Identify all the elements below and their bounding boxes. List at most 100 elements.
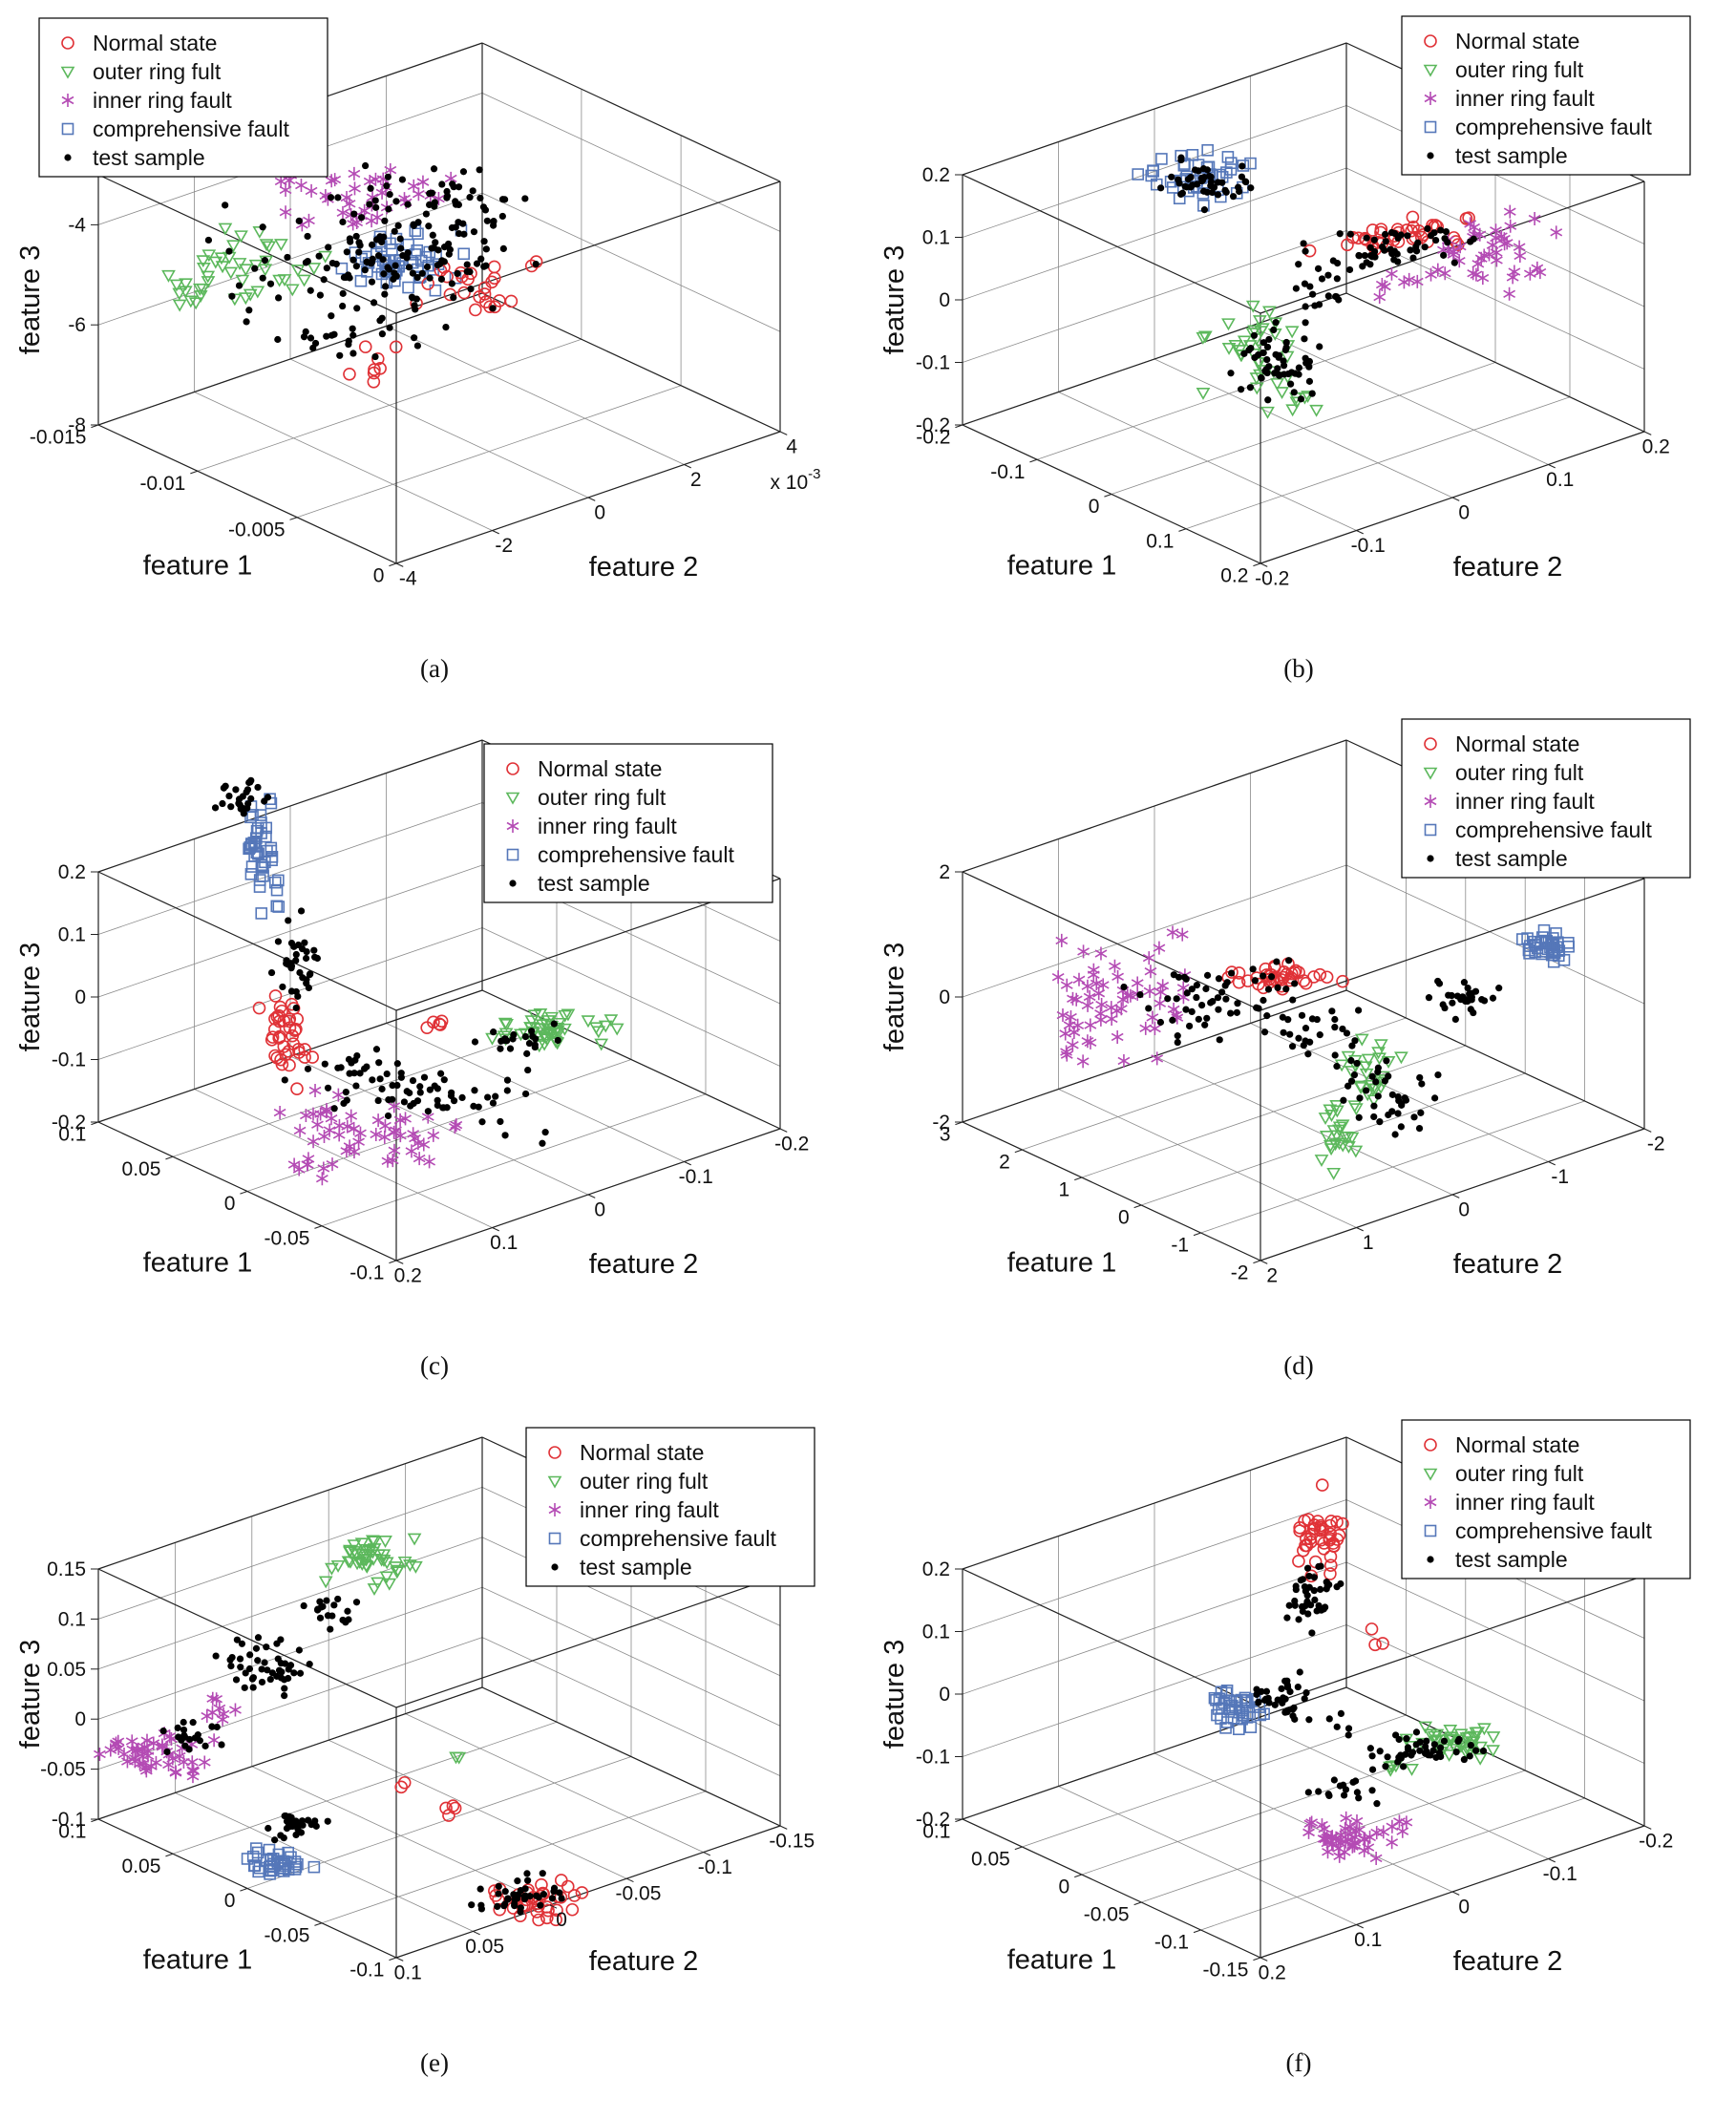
svg-text:-0.1: -0.1 bbox=[990, 461, 1025, 483]
legend-item-dot-icon: test sample bbox=[1427, 143, 1568, 168]
tick-labels: 0 -0.005 -0.01 -0.015 -4 -2 0 2 4 -8 -6 -4 bbox=[30, 214, 798, 589]
svg-text:feature 1: feature 1 bbox=[143, 1945, 252, 1976]
svg-text:0.2: 0.2 bbox=[1220, 565, 1248, 587]
legend: Normal state outer ring fult inner ring fa… bbox=[1401, 718, 1691, 879]
legend-item-square-icon: comprehensive fault bbox=[1424, 817, 1652, 842]
svg-text:0.15: 0.15 bbox=[47, 1558, 86, 1580]
panel-e-caption: (e) bbox=[420, 2048, 449, 2077]
svg-text:feature 2: feature 2 bbox=[1453, 1249, 1562, 1280]
svg-text:4: 4 bbox=[786, 435, 797, 457]
svg-text:comprehensive fault: comprehensive fault bbox=[1455, 1518, 1652, 1543]
panel-c: -0.1 -0.05 0 0.05 0.1 0.2 0.1 0 -0.1 -0.2 -0.2 -0.1… bbox=[14, 702, 855, 1381]
tick-labels: -2 -1 0 1 2 3 2 1 0 -1 -2 -2 0 2 bbox=[932, 861, 1664, 1286]
svg-text:-2: -2 bbox=[1231, 1262, 1249, 1284]
svg-text:-0.1: -0.1 bbox=[698, 1856, 732, 1878]
svg-text:-0.2: -0.2 bbox=[916, 1809, 950, 1831]
svg-text:-0.15: -0.15 bbox=[1203, 1960, 1249, 1982]
svg-text:3: 3 bbox=[940, 1124, 951, 1146]
legend-item-triangle-down-icon: outer ring fult bbox=[1423, 1461, 1584, 1486]
svg-text:0: 0 bbox=[939, 1684, 950, 1706]
tick-labels: -0.1 -0.05 0 0.05 0.1 0.2 0.1 0 -0.1 -0.2 -0.2 -0.1… bbox=[52, 861, 810, 1286]
z-axis-title: feature 3 bbox=[879, 245, 910, 354]
legend-item-asterisk-icon: inner ring fault bbox=[1424, 86, 1595, 111]
svg-text:1: 1 bbox=[1059, 1179, 1070, 1201]
panel-a: 0 -0.005 -0.01 -0.015 -4 -2 0 2 4 -8 -6 -4 feature 1… bbox=[14, 5, 855, 684]
svg-text:0.2: 0.2 bbox=[1642, 435, 1670, 457]
svg-text:0.1: 0.1 bbox=[1354, 1929, 1382, 1951]
panel-b: 0.2 0.1 0 -0.1 -0.2 -0.2 -0.1 0 0.1 0.2 -0.2 -0.1 0 0… bbox=[879, 5, 1719, 684]
legend-item-dot-icon: test sample bbox=[509, 871, 650, 896]
svg-text:comprehensive fault: comprehensive fault bbox=[93, 117, 289, 141]
svg-text:-0.2: -0.2 bbox=[1639, 1830, 1673, 1852]
axis-titles: feature 1 feature 2 feature 3 bbox=[879, 245, 1562, 583]
svg-text:Normal state: Normal state bbox=[538, 756, 662, 781]
svg-text:feature 2: feature 2 bbox=[589, 1946, 698, 1977]
svg-text:-0.2: -0.2 bbox=[774, 1133, 809, 1155]
z-axis-title: feature 3 bbox=[15, 1640, 46, 1749]
svg-text:0.2: 0.2 bbox=[58, 861, 86, 883]
svg-text:comprehensive fault: comprehensive fault bbox=[538, 842, 734, 867]
legend: Normal state outer ring fult inner ring fa… bbox=[1401, 15, 1691, 176]
legend-item-triangle-down-icon: outer ring fult bbox=[1423, 57, 1584, 82]
svg-text:-0.05: -0.05 bbox=[1084, 1904, 1130, 1926]
svg-text:-0.01: -0.01 bbox=[139, 473, 185, 495]
legend: Normal state outer ring fult inner ring fa… bbox=[1401, 1419, 1691, 1579]
svg-text:1: 1 bbox=[1363, 1232, 1374, 1254]
svg-text:feature 2: feature 2 bbox=[1453, 552, 1562, 583]
scatter-points bbox=[1132, 144, 1563, 419]
svg-text:-4: -4 bbox=[399, 567, 417, 589]
svg-text:-2: -2 bbox=[495, 535, 513, 557]
svg-text:-0.05: -0.05 bbox=[265, 1227, 310, 1249]
scatter3d-plot-e: -0.1 -0.05 0 0.05 0.1 0.1 0.05 0 -0.05 -0.1 -0.15 -… bbox=[15, 1427, 815, 1983]
svg-text:test sample: test sample bbox=[93, 145, 205, 170]
legend-item-circle-icon: Normal state bbox=[548, 1440, 704, 1465]
svg-text:0.1: 0.1 bbox=[1146, 530, 1174, 552]
svg-text:outer ring fult: outer ring fult bbox=[1455, 1461, 1584, 1486]
svg-text:-0.05: -0.05 bbox=[616, 1883, 662, 1905]
svg-text:0: 0 bbox=[74, 1708, 86, 1730]
svg-text:-1: -1 bbox=[1551, 1166, 1569, 1188]
svg-text:test sample: test sample bbox=[580, 1555, 692, 1579]
svg-text:test sample: test sample bbox=[538, 871, 650, 896]
svg-text:-0.1: -0.1 bbox=[679, 1166, 713, 1188]
svg-text:-0.2: -0.2 bbox=[1255, 567, 1289, 589]
scatter-points bbox=[161, 151, 543, 389]
svg-text:-0.05: -0.05 bbox=[40, 1759, 86, 1781]
svg-text:inner ring fault: inner ring fault bbox=[580, 1497, 719, 1522]
legend-item-square-icon: comprehensive fault bbox=[506, 842, 734, 867]
svg-text:inner ring fault: inner ring fault bbox=[1455, 789, 1595, 814]
svg-text:-0.1: -0.1 bbox=[916, 352, 950, 374]
svg-text:feature 1: feature 1 bbox=[1007, 551, 1116, 582]
svg-text:-8: -8 bbox=[68, 414, 86, 436]
svg-text:0: 0 bbox=[373, 565, 385, 587]
z-axis-title: feature 3 bbox=[879, 1640, 910, 1749]
svg-text:0: 0 bbox=[224, 1193, 236, 1215]
legend-item-circle-icon: Normal state bbox=[61, 31, 217, 55]
svg-text:0: 0 bbox=[1059, 1876, 1070, 1898]
svg-text:test sample: test sample bbox=[1455, 846, 1568, 871]
scatter-points bbox=[211, 776, 625, 1186]
scatter3d-plot-f: -0.15 -0.1 -0.05 0 0.05 0.1 0.2 0.1 0 -0.1 -0.2 -0.… bbox=[879, 1419, 1691, 1983]
legend-item-square-icon: comprehensive fault bbox=[61, 117, 289, 141]
svg-text:-0.1: -0.1 bbox=[349, 1960, 384, 1982]
svg-text:inner ring fault: inner ring fault bbox=[93, 88, 232, 113]
axis-titles: feature 1 feature 2 feature 3 bbox=[15, 245, 698, 583]
svg-text:0: 0 bbox=[1089, 496, 1100, 518]
svg-text:-0.1: -0.1 bbox=[916, 1747, 950, 1769]
svg-text:-2: -2 bbox=[1647, 1133, 1665, 1155]
scatter3d-plot-c: -0.1 -0.05 0 0.05 0.1 0.2 0.1 0 -0.1 -0.2 -0.2 -0.1… bbox=[15, 739, 810, 1286]
svg-text:-6: -6 bbox=[68, 314, 86, 336]
y-axis-exponent: x 10-3 bbox=[770, 466, 820, 494]
legend-item-circle-icon: Normal state bbox=[1424, 29, 1579, 53]
axis-titles: feature 1 feature 2 feature 3 bbox=[879, 1640, 1562, 1977]
svg-text:0.1: 0.1 bbox=[1546, 469, 1574, 491]
legend-item-circle-icon: Normal state bbox=[1424, 731, 1579, 756]
svg-text:0: 0 bbox=[74, 986, 86, 1008]
axes-box bbox=[962, 1436, 1645, 1959]
svg-text:-0.1: -0.1 bbox=[1154, 1932, 1189, 1954]
svg-text:0: 0 bbox=[224, 1890, 236, 1912]
legend-item-triangle-down-icon: outer ring fult bbox=[1423, 760, 1584, 785]
z-axis-title: feature 3 bbox=[15, 245, 46, 354]
svg-text:-0.1: -0.1 bbox=[52, 1049, 86, 1071]
legend: Normal state outer ring fult inner ring fa… bbox=[38, 17, 328, 178]
